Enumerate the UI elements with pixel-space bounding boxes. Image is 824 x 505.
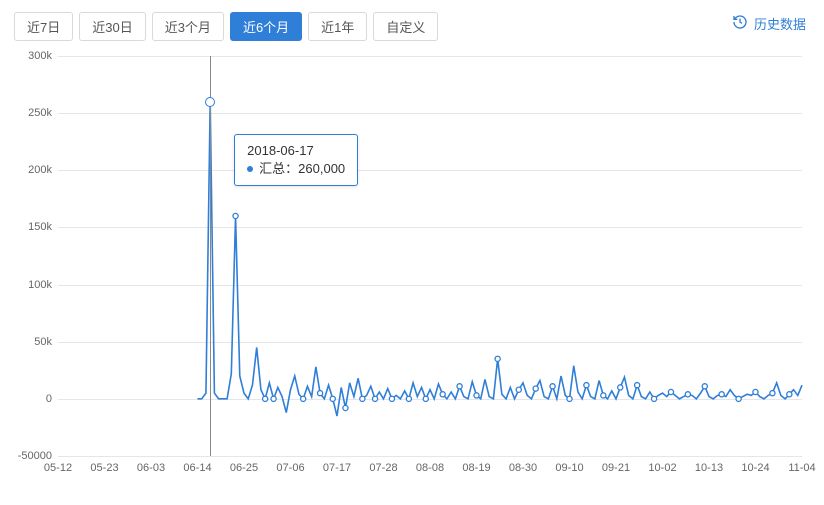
- x-tick-label: 08-19: [462, 456, 490, 474]
- x-tick-label: 06-03: [137, 456, 165, 474]
- history-label: 历史数据: [754, 14, 806, 33]
- x-tick-label: 10-13: [695, 456, 723, 474]
- x-tick-label: 06-25: [230, 456, 258, 474]
- x-tick-label: 09-21: [602, 456, 630, 474]
- tooltip-value-row: 汇总：260,000: [247, 158, 345, 177]
- tab-1[interactable]: 近30日: [79, 12, 145, 41]
- x-tick-label: 07-06: [276, 456, 304, 474]
- line-series: [58, 56, 802, 456]
- x-tick-label: 05-12: [44, 456, 72, 474]
- tab-5[interactable]: 自定义: [373, 12, 438, 41]
- y-tick-label: 50k: [34, 336, 58, 348]
- history-icon: [732, 14, 748, 33]
- hover-marker: [205, 97, 215, 107]
- chart-plot-area[interactable]: -50000050k100k150k200k250k300k05-1205-23…: [58, 56, 802, 456]
- x-tick-label: 07-28: [369, 456, 397, 474]
- hover-cursor-line: [210, 56, 211, 456]
- tooltip-date: 2018-06-17: [247, 143, 345, 158]
- x-tick-label: 11-04: [788, 456, 815, 474]
- x-tick-label: 06-14: [183, 456, 211, 474]
- tab-3[interactable]: 近6个月: [230, 12, 302, 41]
- y-tick-label: 300k: [28, 50, 58, 62]
- tab-2[interactable]: 近3个月: [152, 12, 224, 41]
- y-tick-label: 200k: [28, 164, 58, 176]
- tab-0[interactable]: 近7日: [14, 12, 73, 41]
- time-range-tabs: 近7日近30日近3个月近6个月近1年自定义: [14, 12, 810, 41]
- tab-4[interactable]: 近1年: [308, 12, 367, 41]
- x-tick-label: 08-08: [416, 456, 444, 474]
- y-tick-label: 0: [46, 393, 58, 405]
- x-tick-label: 05-23: [90, 456, 118, 474]
- x-tick-label: 10-02: [648, 456, 676, 474]
- chart-tooltip: 2018-06-17汇总：260,000: [234, 134, 358, 186]
- x-tick-label: 09-10: [555, 456, 583, 474]
- y-tick-label: 250k: [28, 107, 58, 119]
- y-tick-label: 100k: [28, 279, 58, 291]
- y-tick-label: 150k: [28, 221, 58, 233]
- chart-container: -50000050k100k150k200k250k300k05-1205-23…: [14, 56, 810, 495]
- x-tick-label: 07-17: [323, 456, 351, 474]
- x-tick-label: 10-24: [741, 456, 769, 474]
- history-data-link[interactable]: 历史数据: [732, 14, 806, 33]
- x-tick-label: 08-30: [509, 456, 537, 474]
